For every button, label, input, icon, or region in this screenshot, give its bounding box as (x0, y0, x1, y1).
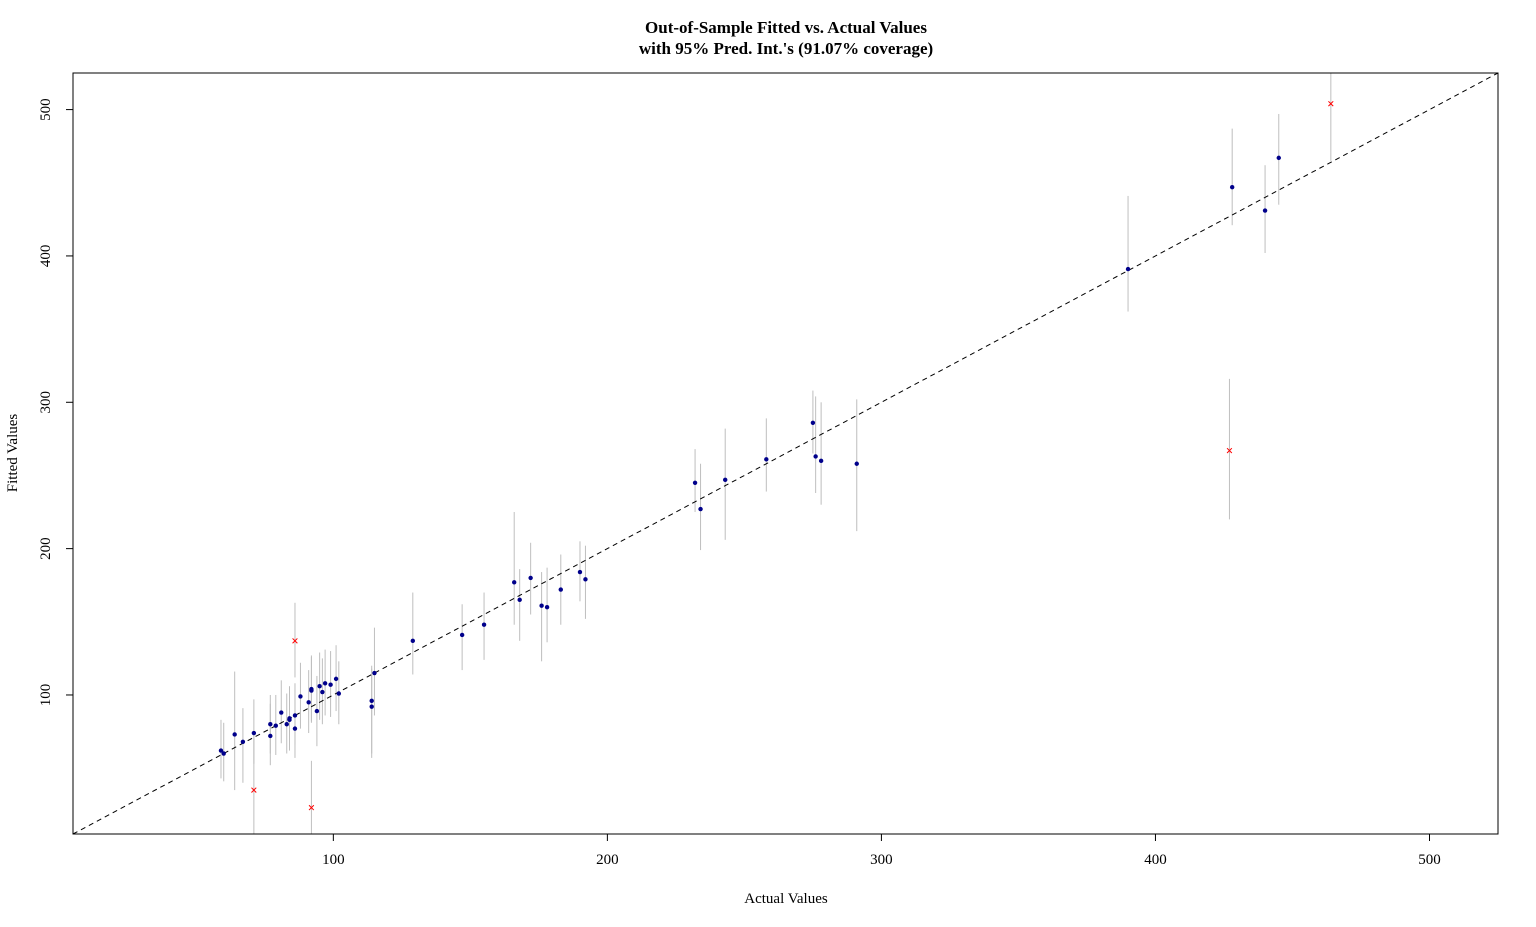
data-point-3 (240, 739, 246, 745)
data-point-29 (369, 704, 374, 709)
data-point-49 (854, 461, 859, 466)
prediction-intervals (220, 73, 1332, 834)
chart-title: Out-of-Sample Fitted vs. Actual Values (645, 18, 927, 37)
x-axis: 100 200 300 400 500 (322, 833, 1441, 868)
data-point-42 (692, 480, 698, 485)
y-tick-label-4: 500 (38, 98, 54, 121)
y-tick-label-3: 400 (38, 245, 54, 267)
data-point-35 (517, 597, 522, 603)
x-tick-label-2: 300 (870, 852, 893, 868)
x-tick-label-1: 200 (596, 852, 619, 868)
x-axis-label: Actual Values (744, 891, 828, 907)
data-points (218, 100, 1334, 811)
data-point-2 (232, 732, 237, 737)
data-point-43 (698, 506, 703, 512)
data-point-0 (218, 748, 224, 753)
data-point-33 (481, 622, 487, 627)
data-point-13 (292, 726, 298, 731)
data-point-26 (333, 676, 339, 682)
data-point-45 (764, 457, 769, 462)
data-point-21 (314, 708, 320, 714)
y-axis: 100 200 300 400 500 (38, 98, 74, 707)
data-point-4 (251, 730, 257, 736)
data-point-38 (544, 604, 550, 610)
y-tick-label-0: 100 (38, 684, 54, 707)
y-tick-label-2: 300 (38, 391, 54, 414)
data-point-54 (1276, 155, 1281, 161)
data-point-36 (528, 575, 533, 581)
data-point-19 (309, 686, 314, 692)
chart-subtitle: with 95% Pred. Int.'s (91.07% coverage) (639, 39, 933, 58)
data-point-37 (539, 603, 544, 608)
data-point-uncovered-20 (308, 804, 315, 811)
data-point-23 (320, 689, 325, 695)
data-point-48 (818, 458, 824, 464)
data-point-10 (284, 722, 289, 727)
data-point-52 (1229, 184, 1235, 190)
data-point-9 (279, 710, 284, 715)
data-point-30 (372, 670, 377, 676)
data-point-46 (810, 420, 816, 425)
y-tick-label-1: 200 (38, 537, 54, 560)
data-point-44 (723, 477, 728, 483)
data-point-34 (512, 580, 517, 585)
data-point-31 (410, 638, 416, 644)
data-point-22 (317, 683, 322, 689)
data-point-6 (268, 733, 273, 739)
data-point-17 (306, 700, 311, 705)
data-point-12 (287, 716, 292, 721)
y-axis-label: Fitted Values (5, 414, 21, 493)
data-point-53 (1262, 208, 1268, 213)
data-point-16 (298, 694, 303, 699)
x-tick-label-4: 500 (1418, 852, 1441, 868)
data-point-7 (268, 722, 273, 727)
data-point-32 (459, 632, 465, 638)
data-point-41 (583, 577, 588, 582)
data-point-50 (1125, 266, 1131, 272)
data-point-14 (292, 713, 298, 718)
data-point-40 (577, 569, 583, 575)
x-tick-label-3: 400 (1144, 852, 1167, 868)
data-point-1 (221, 751, 226, 756)
data-point-25 (328, 682, 333, 687)
data-point-24 (322, 681, 328, 686)
data-point-39 (558, 587, 563, 592)
data-point-uncovered-5 (251, 787, 257, 793)
x-tick-label-0: 100 (322, 852, 345, 868)
data-point-47 (813, 454, 818, 459)
data-point-28 (369, 698, 374, 704)
data-point-8 (273, 723, 278, 728)
data-point-uncovered-55 (1328, 100, 1334, 107)
data-point-uncovered-51 (1226, 447, 1233, 454)
data-point-27 (336, 691, 342, 696)
data-point-uncovered-15 (292, 638, 298, 644)
